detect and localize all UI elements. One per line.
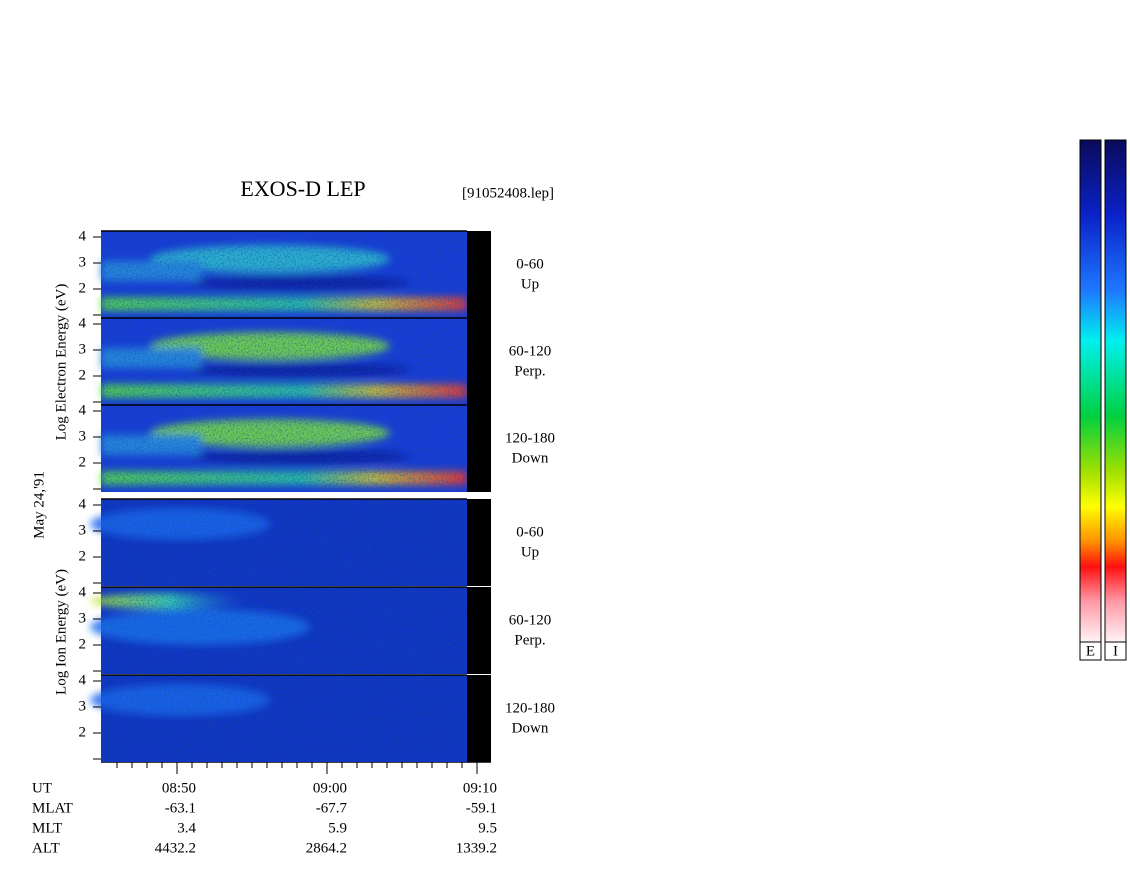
texture [101, 231, 467, 318]
texture [101, 675, 467, 762]
footer-value: 9.5 [478, 820, 497, 836]
direction-label: Perp. [514, 632, 545, 648]
angle-label: 120-180 [505, 700, 555, 716]
footer-value: 08:50 [162, 780, 196, 796]
footer-value: -63.1 [165, 800, 196, 816]
panel-strip [467, 675, 491, 762]
y-tick-label: 2 [79, 636, 87, 652]
colorbar-label-box [1079, 641, 1102, 661]
y-tick-label: 4 [79, 496, 87, 512]
colorbar-label: I [1113, 643, 1118, 659]
texture [101, 587, 467, 674]
y-tick-label: 2 [79, 548, 87, 564]
texture [101, 405, 467, 492]
angle-label: 60-120 [509, 343, 552, 359]
footer-value: 09:00 [313, 780, 347, 796]
panel-strip [467, 231, 491, 318]
angle-label: 0-60 [516, 256, 544, 272]
direction-label: Perp. [514, 363, 545, 379]
y-tick-label: 3 [79, 341, 87, 357]
y-tick-label: 4 [79, 584, 87, 600]
y-tick-label: 2 [79, 454, 87, 470]
electron-axis-label: Log Electron Energy (eV) [53, 284, 69, 441]
footer-label: MLAT [32, 800, 73, 816]
y-tick-label: 4 [79, 402, 87, 418]
panel-strip [467, 318, 491, 405]
footer-value: 5.9 [328, 820, 347, 836]
panel-strip [467, 587, 491, 674]
colorbar-e [1079, 139, 1102, 643]
footer-value: 3.4 [177, 820, 196, 836]
footer-value: 2864.2 [306, 840, 347, 856]
y-tick-label: 3 [79, 522, 87, 538]
direction-label: Down [512, 720, 549, 736]
angle-label: 120-180 [505, 430, 555, 446]
footer-value: -67.7 [316, 800, 348, 816]
y-tick-label: 4 [79, 228, 87, 244]
angle-label: 60-120 [509, 612, 552, 628]
footer-value: 1339.2 [456, 840, 497, 856]
direction-label: Up [521, 544, 539, 560]
panel-strip [467, 499, 491, 586]
colorbar-label-box [1104, 641, 1127, 661]
footer-value: -59.1 [466, 800, 497, 816]
footer-value: 09:10 [463, 780, 497, 796]
y-tick-label: 2 [79, 724, 87, 740]
colorbar-i [1104, 139, 1127, 643]
footer-label: MLT [32, 820, 62, 836]
y-tick-label: 3 [79, 610, 87, 626]
date-label: May 24,'91 [31, 471, 47, 539]
panel-strip [467, 405, 491, 492]
y-tick-label: 2 [79, 367, 87, 383]
texture [101, 318, 467, 405]
direction-label: Up [521, 276, 539, 292]
texture [101, 499, 467, 586]
y-tick-label: 3 [79, 428, 87, 444]
ion-axis-label: Log Ion Energy (eV) [53, 569, 69, 695]
file-name: [91052408.lep] [462, 185, 554, 201]
y-tick-label: 3 [79, 254, 87, 270]
y-tick-label: 2 [79, 280, 87, 296]
y-tick-label: 3 [79, 698, 87, 714]
direction-label: Down [512, 450, 549, 466]
y-tick-label: 4 [79, 315, 87, 331]
angle-label: 0-60 [516, 524, 544, 540]
colorbar-label: E [1086, 643, 1095, 659]
footer-value: 4432.2 [155, 840, 196, 856]
title: EXOS-D LEP [240, 176, 365, 201]
y-tick-label: 4 [79, 672, 87, 688]
footer-label: UT [32, 780, 52, 796]
footer-label: ALT [32, 840, 60, 856]
